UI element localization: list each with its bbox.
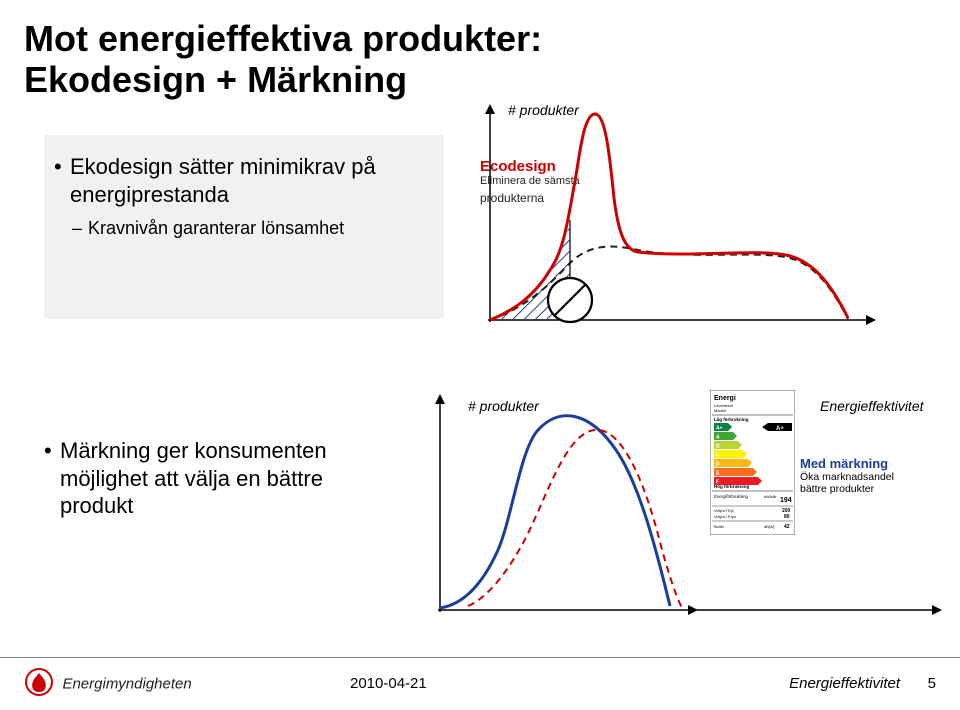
svg-text:B: B (716, 444, 720, 450)
el-high: Hög förbrukning (714, 484, 749, 489)
el-noise: Buller (714, 524, 725, 529)
svg-text:D: D (716, 462, 720, 468)
footer-divider (0, 657, 960, 658)
chart2-blue-curve (440, 416, 670, 608)
chart1 (460, 100, 880, 330)
el-kwh-value: 194 (780, 497, 792, 504)
bullet-markning: Märkning ger konsumenten möjlighet att v… (44, 437, 394, 520)
el-vol1: Volym l Kyl (714, 508, 734, 513)
svg-text:A+: A+ (716, 426, 723, 432)
title-line1: Mot energieffektiva produkter: (24, 18, 542, 59)
svg-text:C: C (716, 453, 720, 459)
footer-page-number: 5 (928, 675, 936, 692)
el-model: Modell (714, 408, 726, 413)
energy-label: Energi Leverantör Modell Låg förbrukning… (710, 390, 795, 540)
svg-text:A: A (716, 435, 720, 441)
el-vol2: Volym l Frys (714, 514, 736, 519)
logo: Energimyndigheten (24, 667, 192, 702)
el-noise-unit: dB(A) (764, 524, 775, 529)
bullet-ekodesign: Ekodesign sätter minimikrav på energipre… (54, 153, 426, 208)
el-kwh-label: Energiförbrukning (714, 494, 749, 499)
footer-right: Energieffektivitet (789, 675, 900, 692)
footer-date: 2010-04-21 (350, 675, 427, 692)
bullet-block-1: Ekodesign sätter minimikrav på energipre… (44, 135, 444, 319)
el-selected: A+ (776, 426, 784, 432)
el-noise-value: 42 (784, 524, 790, 530)
chart2 (420, 390, 700, 620)
slide: Mot energieffektiva produkter: Ekodesign… (0, 0, 960, 710)
el-kwh-unit: kWh/år (764, 494, 777, 499)
bullet-ekodesign-sub: Kravnivån garanterar lönsamhet (54, 218, 426, 239)
title-line2: Ekodesign + Märkning (24, 59, 407, 100)
page-title: Mot energieffektiva produkter: Ekodesign… (24, 18, 542, 101)
chart2-dashed-curve (468, 430, 682, 608)
bullet-block-2: Märkning ger konsumenten möjlighet att v… (44, 437, 394, 530)
el-title: Energi (714, 395, 736, 402)
el-vol2v: 80 (784, 514, 790, 520)
el-low: Låg förbrukning (714, 416, 749, 422)
logo-text: Energimyndigheten (62, 676, 191, 693)
logo-icon (24, 667, 54, 702)
